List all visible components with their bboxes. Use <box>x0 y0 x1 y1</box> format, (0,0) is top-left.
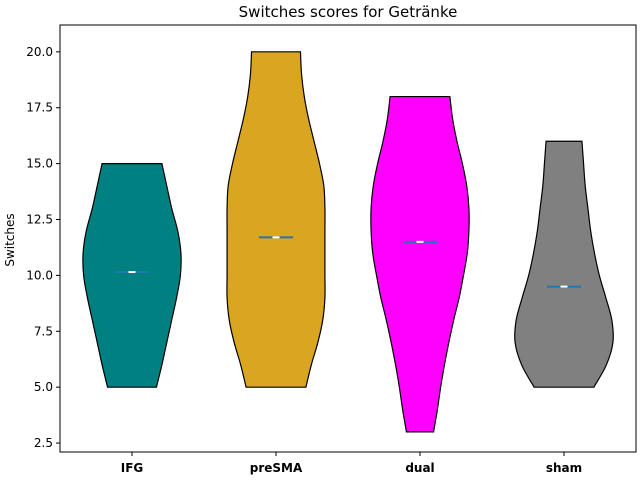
plot-frame <box>59 24 637 453</box>
y-axis-label: Switches <box>3 213 17 266</box>
plot-area: 2.5 5.0 7.5 10.0 12.5 15.0 17.5 20.0 IFG preSMA du… <box>26 45 614 475</box>
violin-body-IFG <box>82 163 182 388</box>
x-category-label: preSMA <box>250 461 303 475</box>
x-category-label: dual <box>405 461 434 475</box>
chart-title: Switches scores for Getränke <box>239 3 458 21</box>
violin-body-dual <box>370 95 470 433</box>
x-category-label: sham <box>546 461 582 475</box>
y-tick-label: 5.0 <box>34 380 53 394</box>
y-tick-label: 20.0 <box>26 45 53 59</box>
y-tick-label: 15.0 <box>26 157 53 171</box>
y-tick-label: 10.0 <box>26 268 53 282</box>
violin-body-preSMA <box>226 51 326 388</box>
y-tick-label: 17.5 <box>26 101 53 115</box>
y-tick-label: 12.5 <box>26 212 53 226</box>
x-category-label: IFG <box>121 461 144 475</box>
y-tick-label: 7.5 <box>34 324 53 338</box>
y-tick-label: 2.5 <box>34 436 53 450</box>
violin-body-sham <box>514 140 614 388</box>
